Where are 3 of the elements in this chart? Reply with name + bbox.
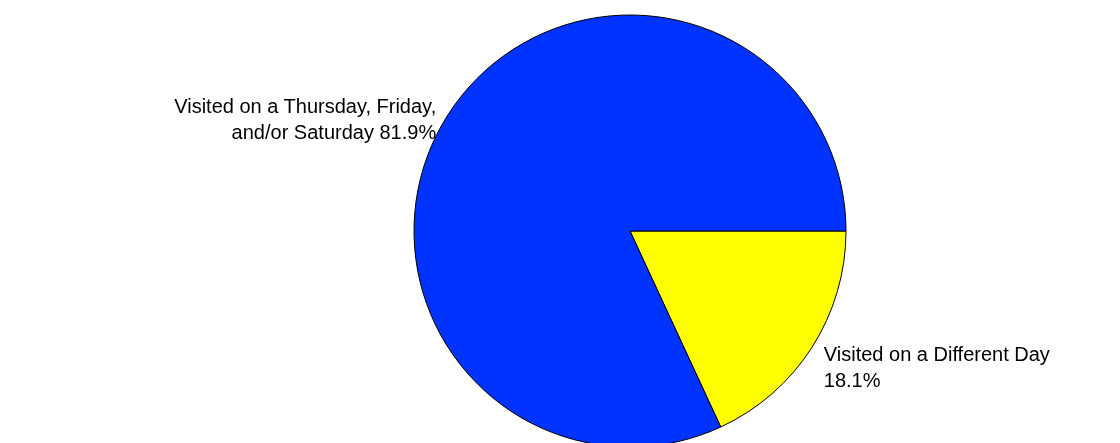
slice-label: Visited on a Different Day bbox=[823, 342, 1050, 365]
slice-label: Visited on a Thursday, Friday, and/or Saturday 81.9% bbox=[174, 95, 437, 144]
data-label: 18.1% bbox=[823, 368, 881, 391]
